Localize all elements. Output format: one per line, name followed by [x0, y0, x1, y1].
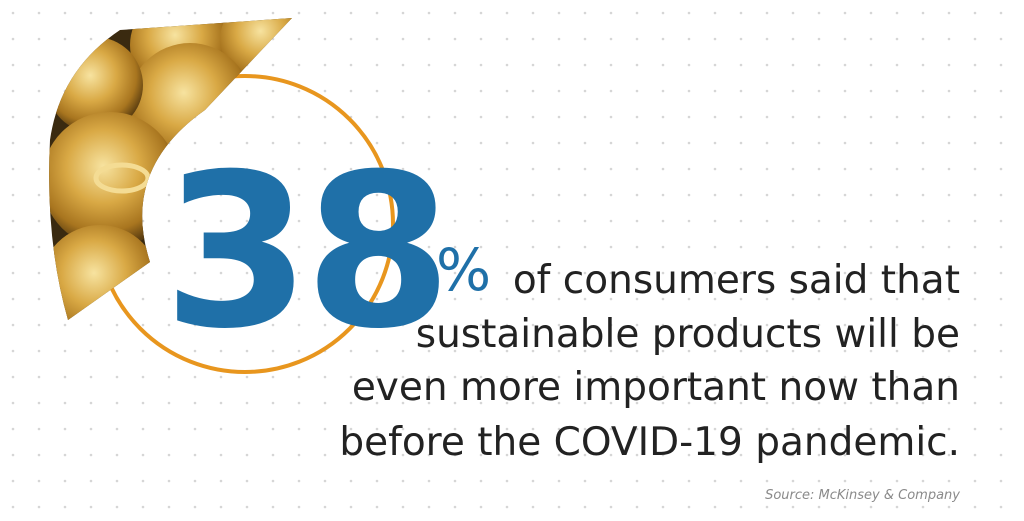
statement-line: sustainable products will be	[416, 312, 960, 357]
statement-line: before the COVID-19 pandemic.	[339, 420, 960, 465]
statement-line: even more important now than	[352, 365, 960, 410]
stat-unit: %	[436, 236, 491, 304]
stat-number: 38	[163, 128, 446, 375]
statement-line: of consumers said that	[513, 258, 960, 303]
source: Source: McKinsey & Company	[765, 488, 960, 503]
